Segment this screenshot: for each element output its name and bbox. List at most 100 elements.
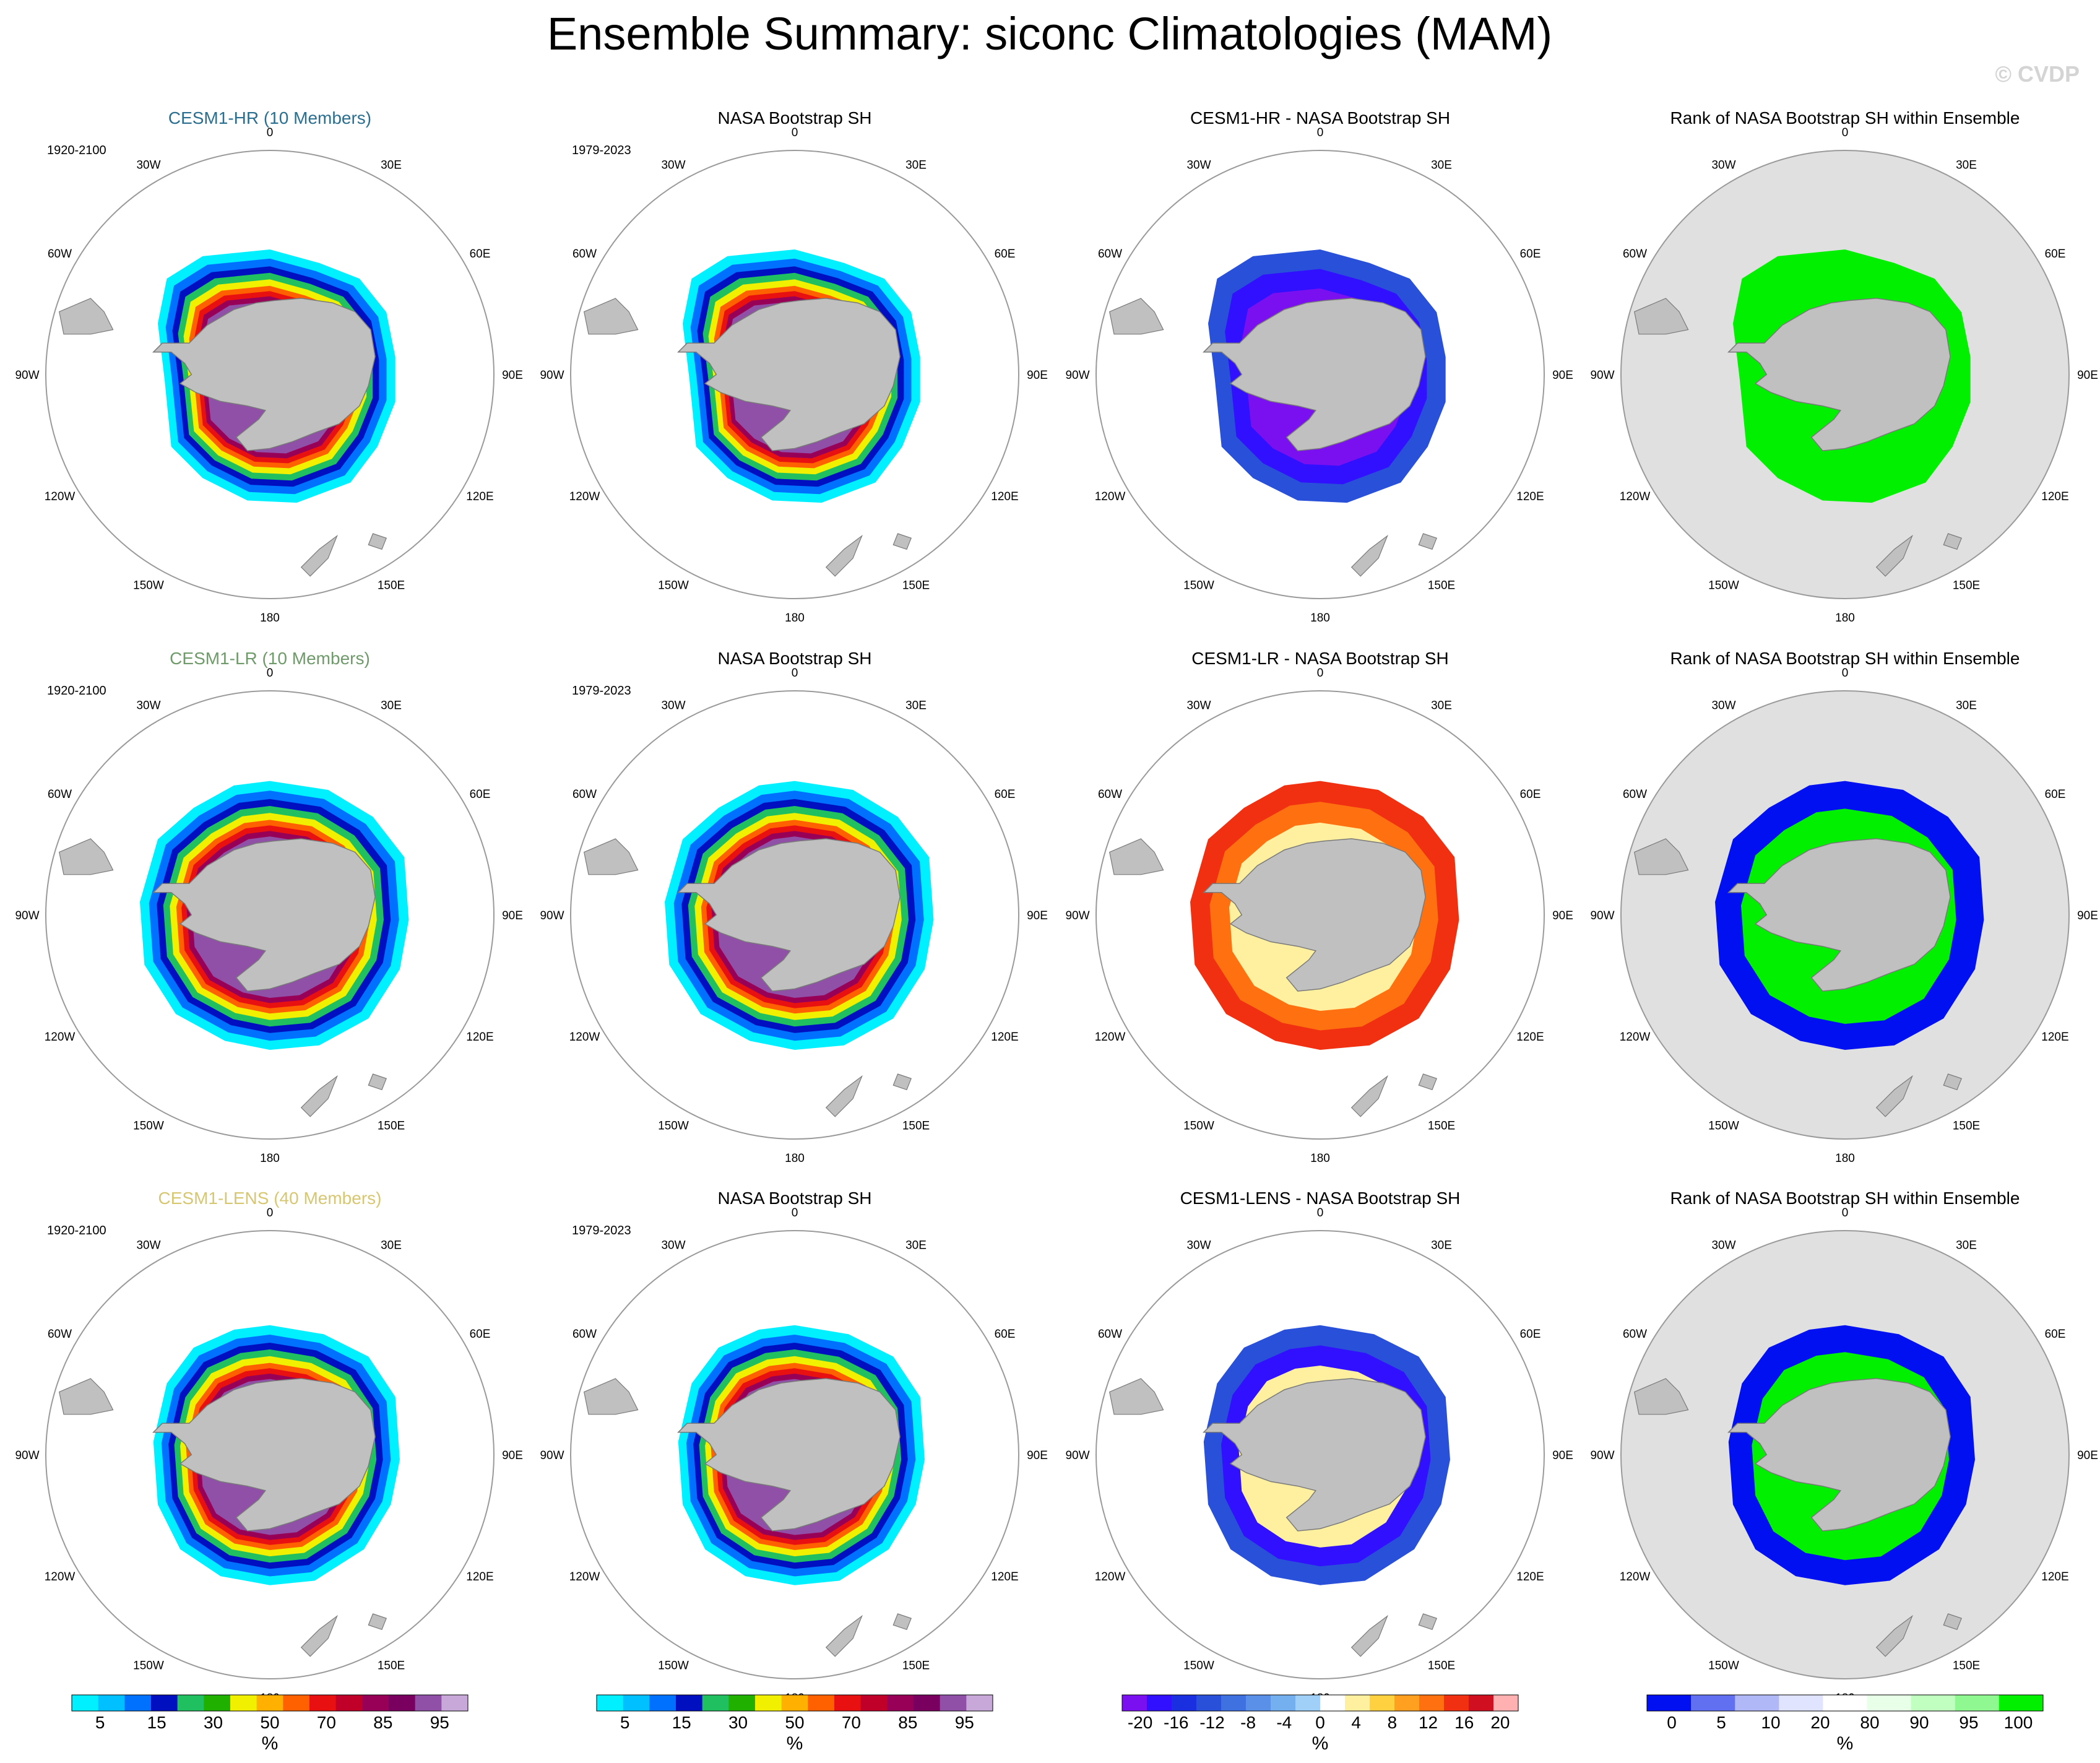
map-panel: CESM1-HR - NASA Bootstrap SH0 30E 60E 90E 12… <box>1065 108 1573 625</box>
longitude-label: 150W <box>133 1119 164 1132</box>
colorbar-swatch <box>860 1695 888 1711</box>
colorbar-swatch <box>256 1695 283 1711</box>
south-america-landmass <box>1109 838 1164 875</box>
longitude-label: 180 <box>1310 612 1330 625</box>
longitude-label: 60W <box>1098 248 1122 261</box>
longitude-label: 90W <box>1065 369 1089 382</box>
tasmania-landmass <box>1418 1073 1437 1091</box>
longitude-label: 90W <box>1065 909 1089 922</box>
colorbar-swatch <box>309 1695 337 1711</box>
longitude-label: 150E <box>1428 1119 1455 1132</box>
longitude-label: 150W <box>1183 1119 1214 1132</box>
longitude-label: 0 <box>267 667 274 680</box>
period-label: 1920-2100 <box>47 1224 106 1237</box>
longitude-label: 60W <box>48 1328 72 1341</box>
map-panel: Rank of NASA Bootstrap SH within Ensembl… <box>1590 649 2098 1165</box>
longitude-label: 30W <box>1711 1239 1735 1252</box>
longitude-label: 60W <box>573 248 597 261</box>
longitude-label: 60E <box>2045 1328 2066 1341</box>
colorbar-tick-label: 20 <box>1810 1713 1830 1732</box>
longitude-label: 120E <box>466 490 493 503</box>
colorbar-unit: % <box>1312 1733 1329 1754</box>
longitude-label: 120E <box>1516 1031 1544 1044</box>
longitude-label: 30W <box>661 1239 685 1252</box>
colorbar-swatch <box>676 1695 703 1711</box>
longitude-label: 120W <box>1095 1031 1126 1044</box>
panel-title: CESM1-LENS - NASA Bootstrap SH <box>1180 1189 1461 1208</box>
longitude-label: 60W <box>1623 1328 1647 1341</box>
longitude-label: 90E <box>1027 909 1048 922</box>
longitude-label: 120W <box>1095 490 1126 503</box>
colorbar-tick-label: 15 <box>147 1713 166 1732</box>
map-panel: NASA Bootstrap SH 1979-2023 0 30E 60E 90E 120E… <box>540 649 1047 1165</box>
longitude-label: 180 <box>1310 1152 1330 1165</box>
longitude-label: 150E <box>1428 1659 1455 1672</box>
longitude-label: 30E <box>381 700 402 713</box>
colorbar-tick-label: 15 <box>672 1713 691 1732</box>
longitude-label: 120E <box>1516 1570 1544 1583</box>
colorbar-tick-label: 95 <box>430 1713 449 1732</box>
longitude-label: 150E <box>902 579 930 592</box>
longitude-label: 150W <box>1708 579 1739 592</box>
longitude-label: 90E <box>502 909 523 922</box>
antarctica-landmass <box>1202 1378 1426 1531</box>
colorbar-swatch <box>1493 1695 1519 1711</box>
longitude-label: 60E <box>470 788 491 801</box>
panel-title: CESM1-LR - NASA Bootstrap SH <box>1191 649 1448 668</box>
longitude-label: 0 <box>1317 667 1324 680</box>
longitude-label: 0 <box>1842 667 1849 680</box>
period-label: 1979-2023 <box>572 1224 631 1237</box>
colorbar-swatch <box>728 1695 756 1711</box>
south-america-landmass <box>59 1378 114 1415</box>
tasmania-landmass <box>1418 533 1437 550</box>
tasmania-landmass <box>892 533 912 550</box>
colorbar-swatch <box>1246 1695 1271 1711</box>
colorbar-swatch <box>597 1695 624 1711</box>
colorbar-tick-label: -16 <box>1164 1713 1188 1732</box>
new-zealand-landmass <box>300 1075 338 1117</box>
longitude-label: 180 <box>785 612 805 625</box>
colorbar-swatch <box>966 1695 993 1711</box>
longitude-label: 150E <box>1428 579 1455 592</box>
longitude-label: 150E <box>1953 1659 1980 1672</box>
longitude-label: 120E <box>2041 1031 2068 1044</box>
longitude-label: 90W <box>540 909 564 922</box>
colorbar-tick-label: 85 <box>898 1713 917 1732</box>
longitude-label: 0 <box>1317 1206 1324 1219</box>
colorbar-swatch <box>1196 1695 1222 1711</box>
colorbar-swatch <box>755 1695 782 1711</box>
longitude-label: 180 <box>1835 612 1855 625</box>
colorbar-swatch <box>283 1695 310 1711</box>
colorbar-unit: % <box>787 1733 803 1754</box>
colorbar-swatch <box>1911 1695 1956 1711</box>
colorbar-swatch <box>1147 1695 1172 1711</box>
south-america-landmass <box>1109 1378 1164 1415</box>
longitude-label: 150W <box>1708 1119 1739 1132</box>
new-zealand-landmass <box>1350 1075 1388 1117</box>
new-zealand-landmass <box>825 534 863 577</box>
colorbar-swatch <box>623 1695 650 1711</box>
colorbar-tick-label: 20 <box>1490 1713 1510 1732</box>
longitude-label: 90E <box>502 1449 523 1462</box>
panel-title: NASA Bootstrap SH <box>717 649 871 668</box>
colorbar-tick-label: -8 <box>1240 1713 1256 1732</box>
map-panel: CESM1-LENS (40 Members) 1920-2100 0 30E 60E 9… <box>15 1189 522 1705</box>
colorbar-swatch <box>1444 1695 1469 1711</box>
longitude-label: 60W <box>1623 788 1647 801</box>
colorbar-swatch <box>1394 1695 1420 1711</box>
colorbar-swatch <box>702 1695 729 1711</box>
longitude-label: 120E <box>991 1570 1018 1583</box>
panel-grid: CESM1-HR (10 Members) 1920-2100 0 30E 60E 90E… <box>15 108 2098 1705</box>
longitude-label: 0 <box>1317 126 1324 139</box>
map-panel: CESM1-HR (10 Members) 1920-2100 0 30E 60E 90E… <box>15 108 522 625</box>
longitude-label: 150E <box>902 1119 930 1132</box>
colorbar-swatch <box>124 1695 152 1711</box>
new-zealand-landmass <box>1875 1075 1913 1117</box>
longitude-label: 30E <box>1431 1239 1452 1252</box>
panel-title: NASA Bootstrap SH <box>717 108 871 128</box>
longitude-label: 150W <box>133 1659 164 1672</box>
longitude-label: 150W <box>133 579 164 592</box>
map-panel: CESM1-LR - NASA Bootstrap SH0 30E 60E 90E 12… <box>1065 649 1573 1165</box>
antarctica-landmass <box>1727 838 1951 992</box>
longitude-label: 30E <box>381 159 402 172</box>
